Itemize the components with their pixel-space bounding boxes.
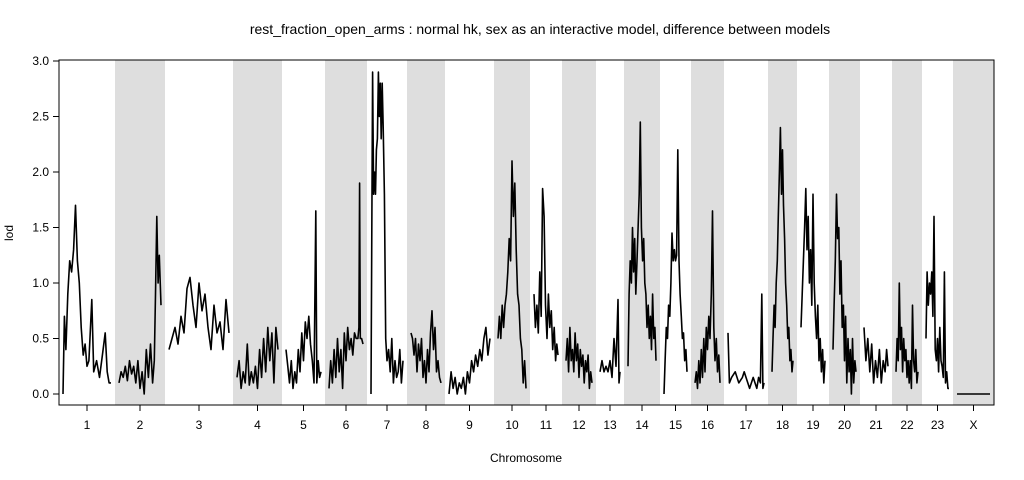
plot-frame [58,59,995,406]
lod-line-chr-3 [168,276,230,351]
lod-line-chr-18 [771,126,794,373]
lod-series [62,71,990,395]
lod-line-chr-21 [863,327,889,384]
x-tick-label-5: 5 [300,418,307,432]
y-axis-title: lod [2,225,16,241]
x-axis-title: Chromosome [490,451,562,465]
x-tick-label-2: 2 [137,418,144,432]
x-tick-label-21: 21 [869,418,883,432]
x-tick-label-23: 23 [931,418,945,432]
x-tick-label-17: 17 [739,418,753,432]
lod-line-chr-14 [627,121,657,367]
x-tick-label-10: 10 [505,418,519,432]
x-tick-label-X: X [969,418,977,432]
x-tick-label-7: 7 [384,418,391,432]
chromosome-band-10 [494,60,530,405]
y-tick-label-1.5: 1.5 [32,221,49,235]
lod-line-chr-4 [236,326,279,390]
chromosome-band-8 [407,60,445,405]
x-tick-label-22: 22 [900,418,914,432]
lod-line-chr-17 [727,293,765,390]
lod-line-chr-5 [285,210,322,390]
y-tick-label-1.0: 1.0 [32,276,49,290]
x-tick-label-3: 3 [196,418,203,432]
x-tick-label-19: 19 [806,418,820,432]
lod-line-chr-2 [118,215,162,395]
lod-line-chr-13 [599,298,621,384]
x-tick-label-9: 9 [466,418,473,432]
y-tick-label-3.0: 3.0 [32,54,49,68]
x-tick-label-15: 15 [669,418,683,432]
x-tick-label-12: 12 [572,418,586,432]
chromosome-band-16 [691,60,724,405]
x-tick-label-13: 13 [603,418,617,432]
x-axis: 1 2 3 4 5 6 7 8 9 10 11 12 13 14 15 16 17 18 19 20 21 22 23 X [84,405,978,432]
lod-line-chr-23 [925,215,949,390]
y-axis: 0.0 0.5 1.0 1.5 2.0 2.5 3.0 [32,54,59,401]
lod-line-chr-15 [663,149,688,395]
x-tick-label-6: 6 [343,418,350,432]
lod-line-chr-11 [533,187,559,362]
x-tick-label-16: 16 [701,418,715,432]
x-tick-label-18: 18 [776,418,790,432]
lod-line-chr-6 [328,182,364,390]
lod-line-chr-16 [694,210,721,390]
x-tick-label-11: 11 [540,418,553,432]
lod-line-chr-12 [565,326,593,390]
y-tick-label-2.5: 2.5 [32,110,49,124]
lod-line-chr-22 [895,282,919,390]
x-tick-label-1: 1 [84,418,91,432]
chart-title: rest_fraction_open_arms : normal hk, sex… [250,21,830,37]
x-tick-label-8: 8 [423,418,430,432]
y-tick-label-2.0: 2.0 [32,165,49,179]
x-tick-label-4: 4 [254,418,261,432]
chromosome-band-4 [233,60,282,405]
lod-line-chr-19 [800,187,826,384]
lod-line-chr-1 [62,204,111,395]
lod-line-chr-9 [448,326,491,395]
chromosome-band-X [953,60,994,405]
lod-line-chr-20 [832,193,857,395]
x-tick-label-14: 14 [635,418,649,432]
lod-line-chr-7 [370,71,404,395]
y-tick-label-0.0: 0.0 [32,387,49,401]
lod-line-chr-8 [410,309,442,384]
lod-line-chr-10 [497,160,527,389]
y-tick-label-0.5: 0.5 [32,332,49,346]
x-tick-label-20: 20 [838,418,852,432]
